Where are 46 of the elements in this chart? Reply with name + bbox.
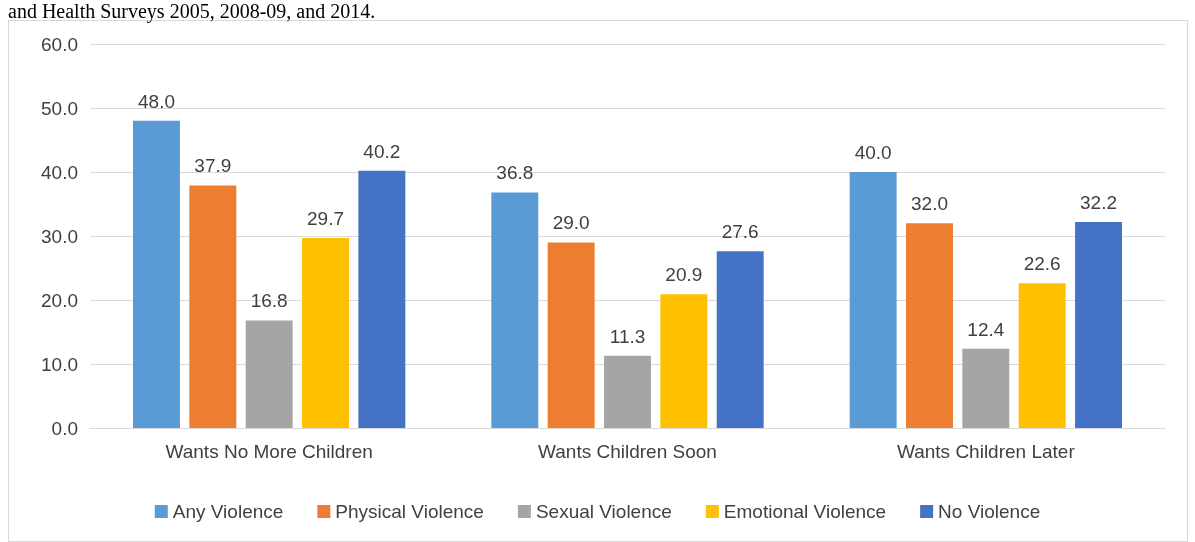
legend-label: No Violence — [938, 501, 1041, 522]
data-label: 36.8 — [496, 162, 534, 184]
bar — [133, 120, 180, 428]
x-tick-label: Wants Children Later — [896, 441, 1076, 462]
bar — [358, 170, 406, 428]
data-label: 40.2 — [363, 140, 401, 162]
y-tick-label: 10.0 — [41, 353, 78, 375]
legend-label: Sexual Violence — [535, 501, 672, 522]
bar — [547, 242, 595, 428]
legend-label: Emotional Violence — [723, 501, 887, 522]
bar — [849, 172, 897, 428]
chart-title: and Health Surveys 2005, 2008-09, and 2014. — [8, 0, 376, 23]
bar — [189, 185, 237, 428]
bar — [245, 320, 293, 428]
y-tick-label: 50.0 — [41, 97, 78, 119]
legend-label: Any Violence — [172, 501, 284, 522]
bar — [962, 348, 1010, 428]
data-label: 32.0 — [911, 193, 948, 215]
legend-label: Physical Violence — [335, 501, 484, 522]
bar — [906, 223, 953, 428]
data-label: 12.4 — [967, 318, 1005, 340]
data-label: 40.0 — [854, 142, 892, 163]
bar — [302, 237, 349, 428]
x-tick-label: Wants Children Soon — [538, 441, 717, 462]
data-label: 22.6 — [1023, 253, 1061, 275]
data-label: 29.7 — [307, 207, 344, 229]
data-label: 11.3 — [609, 325, 646, 347]
bar — [604, 355, 651, 428]
x-tick-label: Wants No More Children — [165, 441, 373, 462]
data-label: 27.6 — [721, 221, 759, 243]
bar — [491, 192, 539, 428]
bar — [1018, 283, 1066, 428]
data-label: 48.0 — [137, 90, 175, 112]
y-tick-label: 20.0 — [41, 289, 78, 311]
y-tick-label: 0.0 — [51, 417, 78, 439]
y-tick-label: 40.0 — [41, 161, 78, 183]
bar — [660, 294, 708, 428]
data-label: 29.0 — [552, 212, 590, 234]
y-tick-label: 30.0 — [41, 225, 78, 247]
data-label: 16.8 — [250, 290, 288, 312]
y-tick-label: 60.0 — [41, 33, 78, 55]
data-label: 37.9 — [194, 155, 232, 177]
data-label: 20.9 — [665, 264, 703, 286]
bar — [716, 251, 764, 428]
bar — [1075, 221, 1122, 428]
data-label: 32.2 — [1080, 191, 1118, 213]
